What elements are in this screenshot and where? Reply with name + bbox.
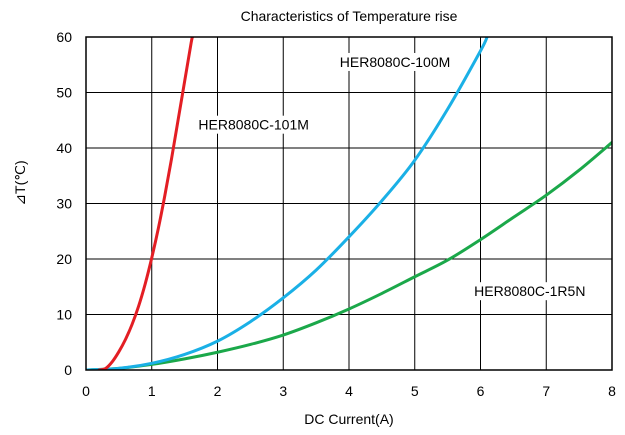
series-label-background	[336, 52, 454, 71]
x-tick-label: 5	[411, 383, 419, 399]
series-label: HER8080C-101M	[198, 117, 309, 133]
series-line-her8080c-100m	[86, 37, 489, 370]
y-tick-label: 40	[56, 140, 72, 156]
series-label: HER8080C-1R5N	[474, 283, 585, 299]
x-axis-label: DC Current(A)	[304, 411, 393, 427]
series-label-background	[471, 282, 589, 301]
series-label-background	[195, 115, 312, 134]
y-tick-label: 30	[56, 196, 72, 212]
y-tick-label: 10	[56, 307, 72, 323]
x-tick-label: 7	[542, 383, 550, 399]
series-line-her8080c-1r5n	[86, 140, 612, 370]
y-tick-label: 60	[56, 29, 72, 45]
x-tick-label: 2	[214, 383, 222, 399]
series-line-her8080c-101m	[97, 37, 195, 370]
series-label: HER8080C-100M	[340, 54, 451, 70]
x-tick-label: 0	[82, 383, 90, 399]
y-tick-label: 20	[56, 251, 72, 267]
chart-title: Characteristics of Temperature rise	[241, 8, 458, 24]
series-labels: HER8080C-100M HER8080C-101M HER8080C-1R5N	[195, 52, 589, 301]
x-tick-label: 4	[345, 383, 353, 399]
y-axis-label: ⊿T(℃)	[12, 160, 28, 205]
tick-labels: 0 1 2 3 4 5 6 7 8 0 10 20 30 40 50 60	[56, 29, 616, 399]
y-tick-label: 50	[56, 85, 72, 101]
x-tick-label: 8	[608, 383, 616, 399]
plot-frame	[85, 36, 613, 371]
x-tick-label: 6	[477, 383, 485, 399]
y-tick-label: 0	[64, 362, 72, 378]
plot-area	[86, 37, 612, 370]
x-tick-label: 3	[279, 383, 287, 399]
x-tick-label: 1	[148, 383, 156, 399]
